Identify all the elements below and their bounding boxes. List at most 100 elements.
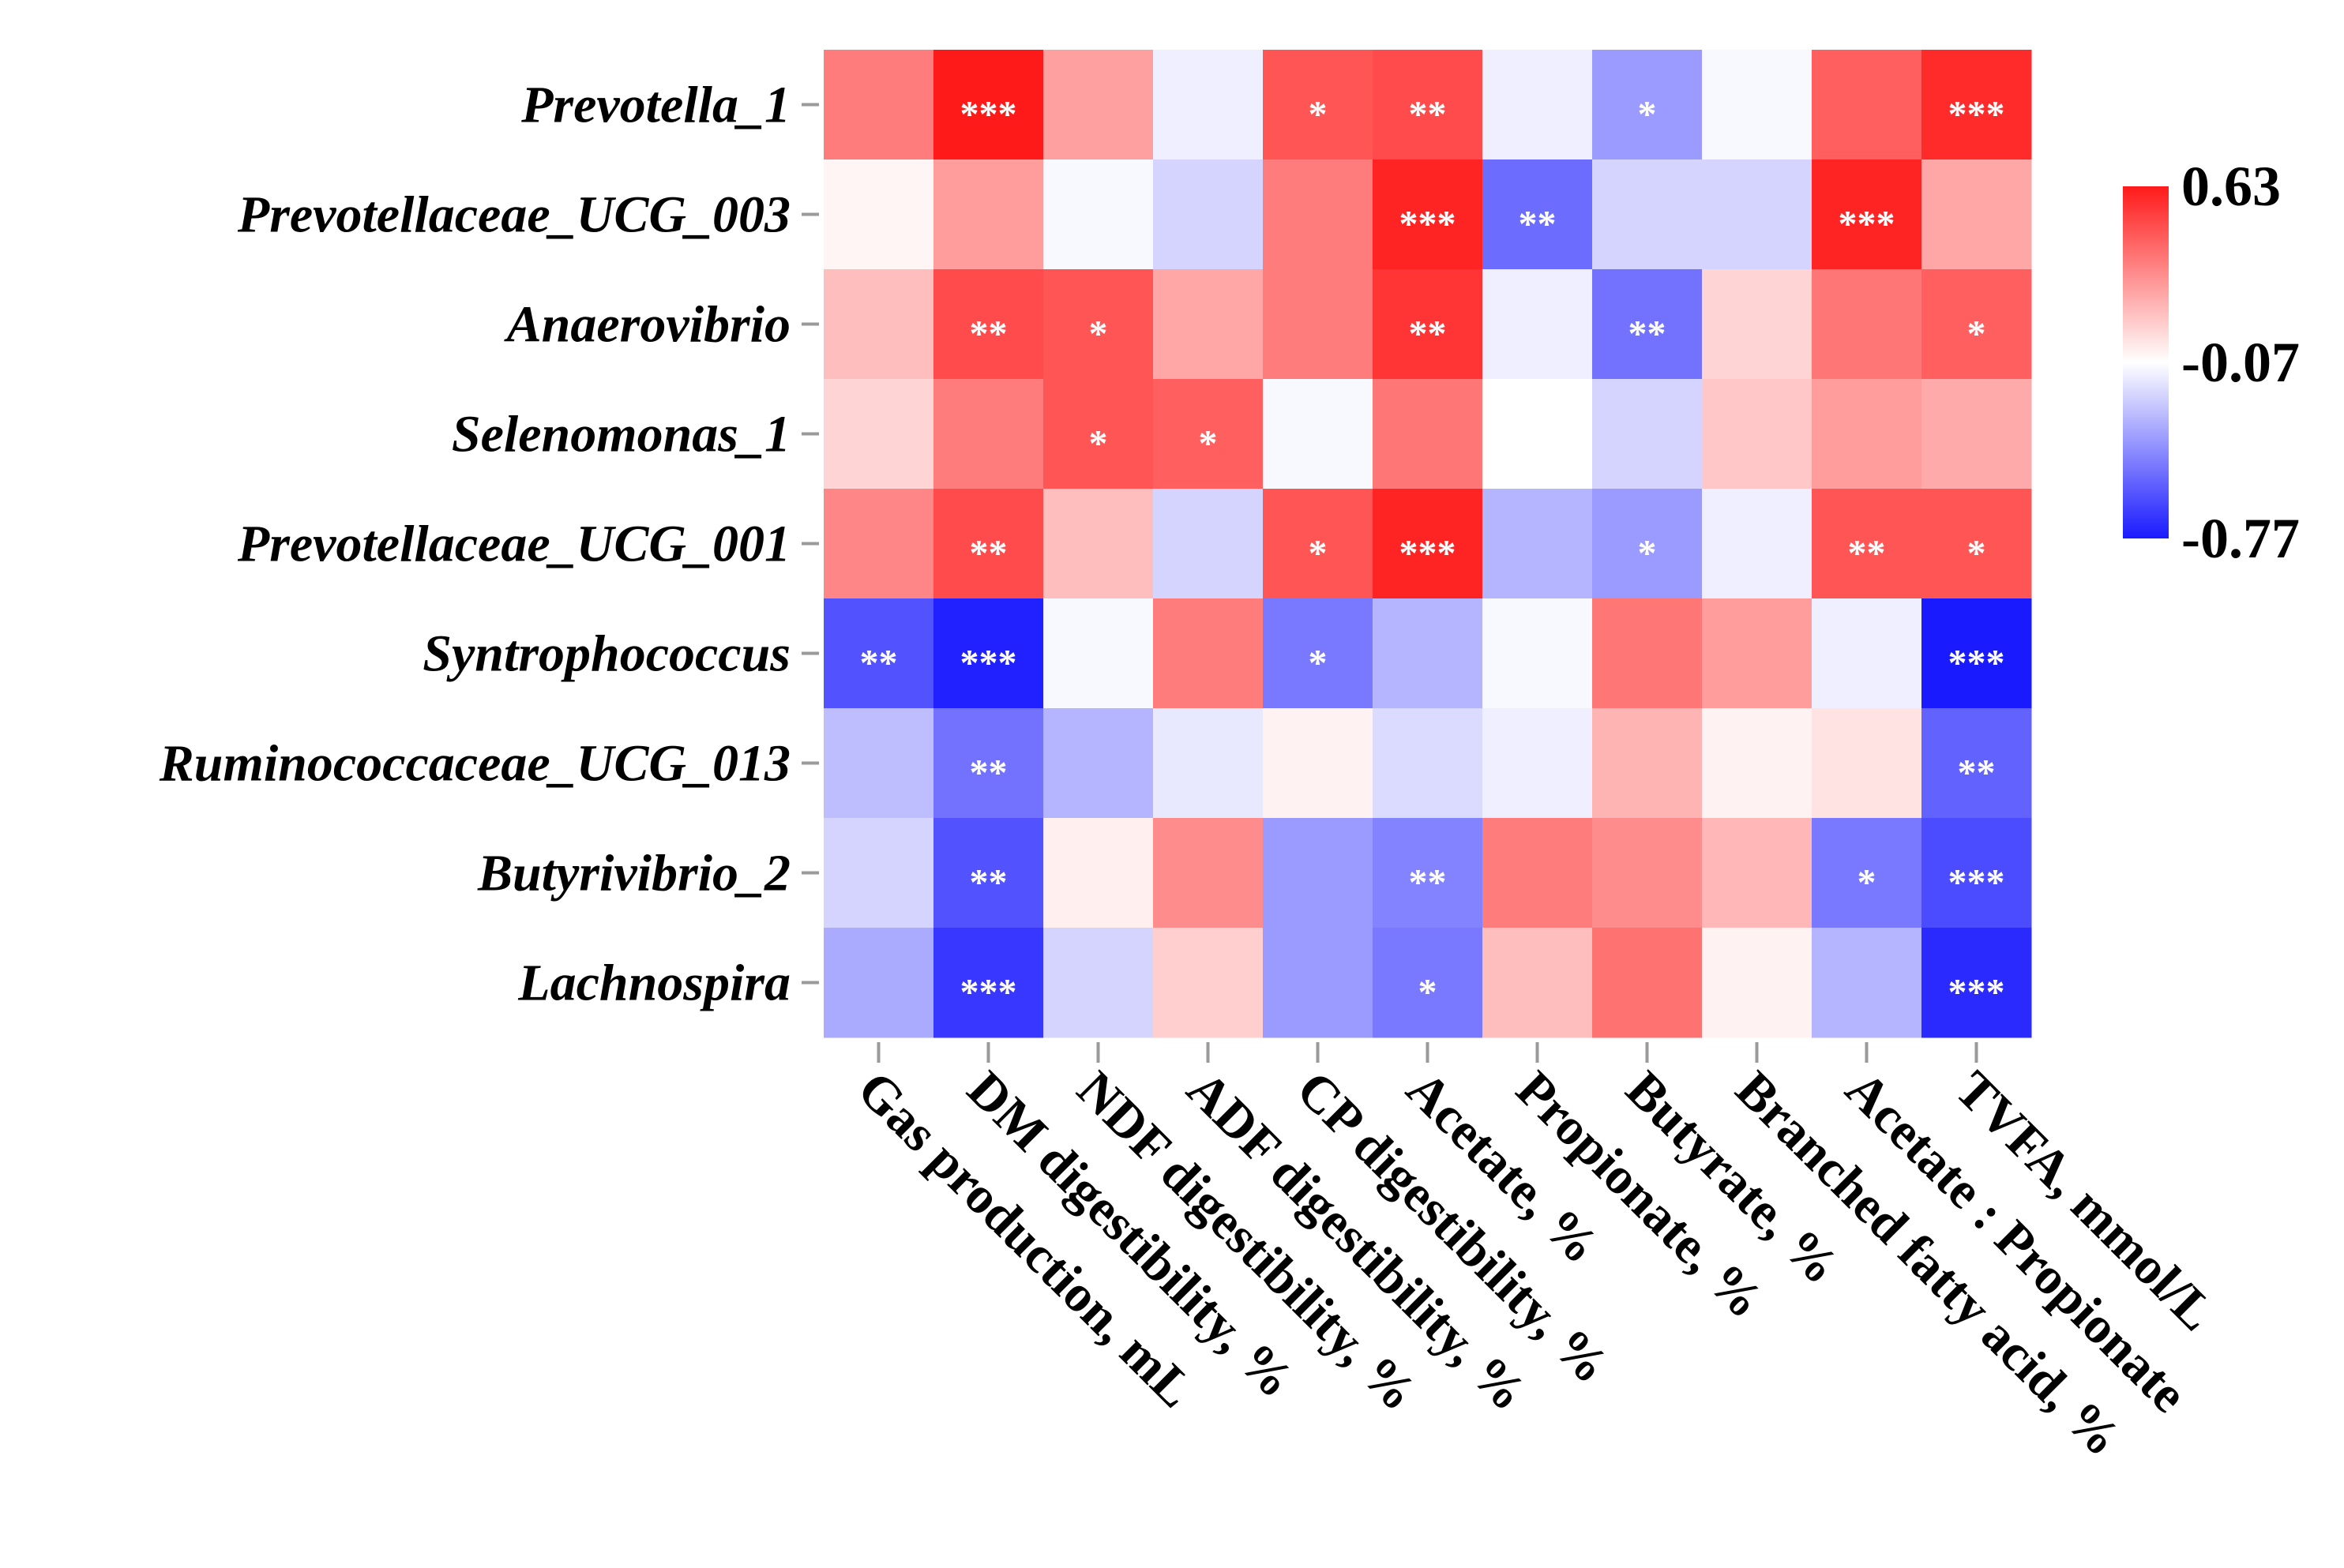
heatmap-cell [1812,379,1922,490]
heatmap-cell [1592,50,1703,160]
heatmap-cell [1043,159,1154,270]
heatmap-cell [1592,708,1703,819]
heatmap-cell [1812,159,1922,270]
heatmap-cell [1373,159,1483,270]
heatmap-cell [1153,928,1264,1038]
significance-marker: ** [970,862,1008,904]
heatmap-cell [1592,489,1703,599]
heatmap-cell [1263,489,1373,599]
row-label: Anaerovibrio [504,296,791,354]
heatmap-cell [1482,928,1593,1038]
heatmap-cell [824,159,934,270]
heatmap-cell [1812,598,1922,709]
significance-marker: ** [1409,862,1447,904]
significance-marker: * [1089,313,1108,355]
heatmap-cell [1812,928,1922,1038]
significance-marker: *** [1948,972,2005,1014]
heatmap-cell [1153,489,1264,599]
significance-marker: *** [960,94,1017,136]
column-ticks [877,1042,1978,1063]
heatmap-cell [824,489,934,599]
row-ticks [802,103,819,985]
significance-marker: *** [1948,94,2005,136]
heatmap-cell [1153,598,1264,709]
heatmap-cell [1153,159,1264,270]
heatmap-cell [933,708,1044,819]
significance-marker: * [1638,533,1657,575]
heatmap-cell [1921,598,2032,709]
significance-marker: ** [1848,533,1886,575]
heatmap-cell [1921,269,2032,380]
significance-marker: *** [1948,643,2005,685]
significance-marker: ** [1409,313,1447,355]
significance-marker: *** [1948,862,2005,904]
significance-marker: *** [1399,204,1456,246]
significance-marker: * [1967,313,1986,355]
significance-marker: * [1858,862,1876,904]
row-labels: Prevotella_1 Prevotellaceae_UCG_003 Anaero… [159,77,791,1012]
significance-marker: * [1309,643,1328,685]
significance-marker: *** [960,972,1017,1014]
heatmap-cell [1153,269,1264,380]
heatmap-cell [1702,379,1812,490]
heatmap-cell [933,928,1044,1038]
significance-marker: ** [970,533,1008,575]
heatmap-cell [1373,818,1483,928]
heatmap-cell [1921,50,2032,160]
heatmap-cell [1592,269,1703,380]
heatmap-cell [1263,708,1373,819]
significance-marker: ** [970,752,1008,794]
heatmap-cell [1373,928,1483,1038]
colorbar-gradient [2123,186,2169,538]
heatmap-cell [824,379,934,490]
significance-marker: * [1309,533,1328,575]
heatmap-cell [1263,928,1373,1038]
significance-marker: *** [1839,204,1895,246]
significance-marker: *** [960,643,1017,685]
heatmap-cell [1592,928,1703,1038]
heatmap-cell [824,598,934,709]
row-label: Lachnospira [517,955,791,1012]
row-label: Prevotella_1 [520,77,791,134]
heatmap-cell [1921,818,2032,928]
heatmap-cell [1482,50,1593,160]
heatmap-cell [1043,379,1154,490]
heatmap-cell [1592,379,1703,490]
colorbar-max-label: 0.63 [2181,155,2281,218]
heatmap-cell [1043,928,1154,1038]
heatmap-cell [1263,818,1373,928]
colorbar-min-label: -0.77 [2181,507,2300,570]
heatmap-cell [1592,159,1703,270]
heatmap-cell [1043,818,1154,928]
significance-marker: ** [860,643,898,685]
heatmap-cell [1812,50,1922,160]
heatmap-cell [1153,818,1264,928]
heatmap-cell [1373,598,1483,709]
heatmap-cell [933,818,1044,928]
row-label: Prevotellaceae_UCG_001 [237,516,791,573]
heatmap-cell [1921,928,2032,1038]
heatmap-cell [1153,708,1264,819]
significance-marker: *** [1399,533,1456,575]
heatmap-cell [1263,50,1373,160]
heatmap-cell [1812,269,1922,380]
significance-marker: * [1638,94,1657,136]
colorbar-mid-label: -0.07 [2181,331,2300,394]
significance-marker: ** [1628,313,1666,355]
significance-marker: ** [970,313,1008,355]
heatmap-cell [1812,708,1922,819]
significance-marker: ** [1409,94,1447,136]
heatmap-cell [933,50,1044,160]
significance-marker: * [1199,423,1218,465]
heatmap-cell [1482,159,1593,270]
significance-marker: * [1089,423,1108,465]
heatmap-cell [1043,598,1154,709]
heatmap-cell [1702,598,1812,709]
heatmap-cell [1702,159,1812,270]
heatmap-cell [1702,928,1812,1038]
heatmap-cell [1263,379,1373,490]
heatmap-cell [1921,708,2032,819]
heatmap-cell [1373,489,1483,599]
row-label: Syntrophococcus [423,625,791,683]
